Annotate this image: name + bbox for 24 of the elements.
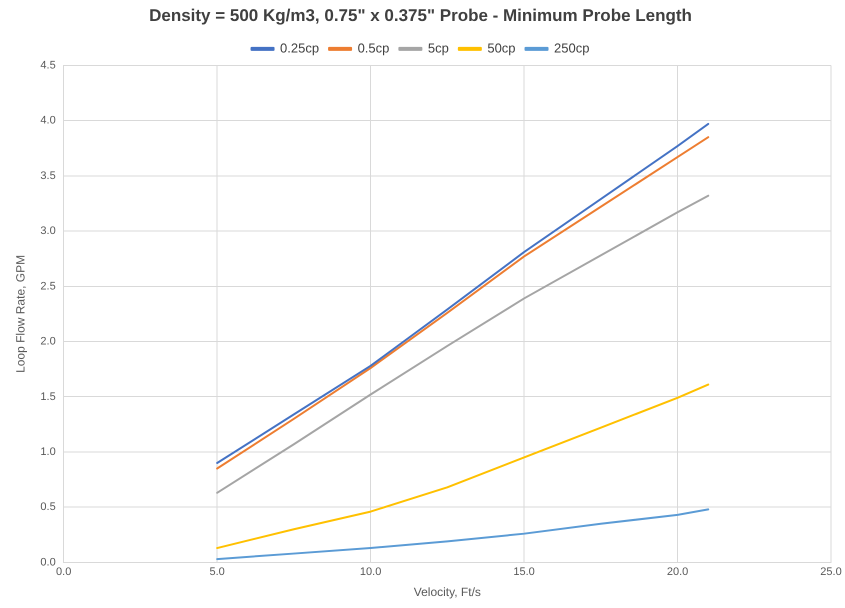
y-tick-label: 4.0 (40, 114, 56, 127)
y-tick-label: 3.0 (40, 225, 56, 238)
x-tick-label: 20.0 (666, 566, 688, 578)
y-axis-title: Loop Flow Rate, GPM (14, 254, 28, 373)
x-tick-label: 5.0 (210, 566, 225, 578)
legend-label: 0.5cp (358, 40, 390, 56)
legend-label: 5cp (428, 40, 449, 56)
y-tick-label: 1.5 (40, 390, 56, 403)
x-tick-label: 15.0 (513, 566, 535, 578)
x-tick-label: 10.0 (360, 566, 382, 578)
x-axis-title: Velocity, Ft/s (414, 585, 481, 600)
y-tick-label: 2.5 (40, 280, 56, 292)
y-tick-label: 3.5 (40, 170, 56, 182)
legend-label: 250cp (554, 40, 590, 56)
legend-label: 0.25cp (280, 40, 320, 56)
y-tick-label: 0.5 (40, 501, 56, 514)
x-tick-label: 25.0 (820, 566, 842, 578)
y-tick-label: 1.0 (40, 446, 56, 458)
chart-title: Density = 500 Kg/m3, 0.75" x 0.375" Probe - Minimum Probe Length (149, 6, 692, 25)
x-tick-label: 0.0 (56, 566, 72, 578)
y-tick-label: 4.5 (40, 59, 56, 72)
y-tick-label: 0.0 (40, 556, 56, 568)
legend-label: 50cp (487, 40, 516, 56)
y-tick-label: 2.0 (40, 336, 56, 348)
